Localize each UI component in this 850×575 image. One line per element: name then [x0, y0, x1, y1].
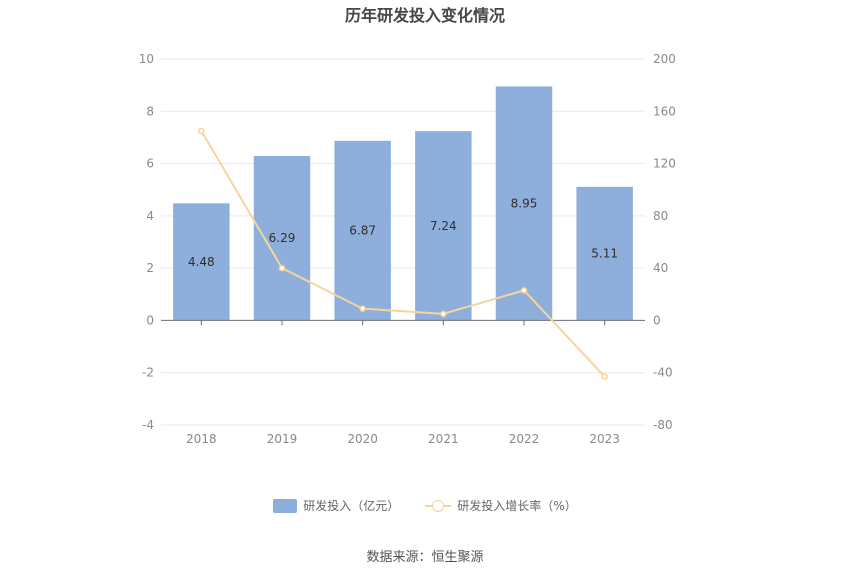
growth-rate-point	[601, 373, 608, 380]
y-left-tick-label: 2	[146, 261, 154, 275]
x-tick-label: 2022	[509, 432, 540, 446]
bar-data-label: 5.11	[591, 247, 618, 261]
legend-line-swatch	[425, 499, 452, 513]
growth-rate-line	[200, 130, 606, 378]
x-tick-label: 2020	[347, 432, 378, 446]
growth-rate-point	[359, 305, 366, 312]
y-left-tick-label: -2	[142, 366, 154, 380]
legend-label-rd-investment: 研发投入（亿元）	[303, 499, 400, 513]
y-left-tick-label: 0	[146, 313, 154, 327]
x-tick-label: 2021	[428, 432, 459, 446]
chart-title: 历年研发投入变化情况	[344, 6, 505, 25]
x-tick-label: 2023	[589, 432, 620, 446]
y-right-tick-label: 120	[653, 157, 676, 171]
bar-data-label: 8.95	[511, 196, 538, 210]
y-left-tick-label: -4	[142, 418, 154, 432]
legend-item-growth-rate[interactable]: 研发投入增长率（%）	[425, 497, 577, 514]
y-right-tick-label: -80	[653, 418, 673, 432]
y-right-tick-label: 40	[653, 261, 668, 275]
legend-label-growth-rate: 研发投入增长率（%）	[457, 499, 577, 513]
y-right-tick-label: 160	[653, 104, 676, 118]
growth-rate-point	[278, 264, 286, 272]
x-tick-label: 2018	[186, 432, 217, 446]
bar-data-label: 4.48	[188, 255, 215, 269]
bar-data-label: 6.29	[269, 231, 296, 245]
bar	[173, 203, 230, 321]
y-left-tick-label: 8	[146, 104, 154, 118]
data-source: 数据来源：恒生聚源	[366, 550, 484, 565]
bar	[334, 140, 391, 321]
y-left-tick-label: 10	[139, 52, 154, 66]
y-left-tick-label: 6	[146, 157, 154, 171]
growth-rate-point	[198, 127, 205, 135]
growth-rate-point	[520, 287, 528, 294]
growth-rate-point	[440, 310, 447, 318]
bar	[415, 131, 472, 321]
y-right-tick-label: 0	[653, 313, 661, 327]
bar	[253, 155, 311, 321]
y-right-tick-label: 80	[653, 209, 668, 223]
y-right-tick-label: 200	[653, 52, 676, 66]
legend-item-rd-investment[interactable]: 研发投入（亿元）	[273, 497, 399, 514]
x-tick-label: 2019	[267, 432, 298, 446]
bar	[495, 86, 553, 321]
bar-data-label: 6.87	[349, 224, 376, 238]
chart-plot: 10 8 6 4 2 0 -2 -4 200 160 120 80 40 0 -40 -80 2018 2019 2…	[139, 52, 676, 446]
bar	[576, 186, 633, 321]
y-left-tick-label: 4	[146, 209, 154, 223]
legend: 研发投入（亿元） 研发投入增长率（%）	[0, 497, 850, 514]
legend-bar-swatch	[273, 498, 298, 513]
bar-data-label: 7.24	[430, 219, 457, 233]
y-right-tick-label: -40	[653, 366, 673, 380]
